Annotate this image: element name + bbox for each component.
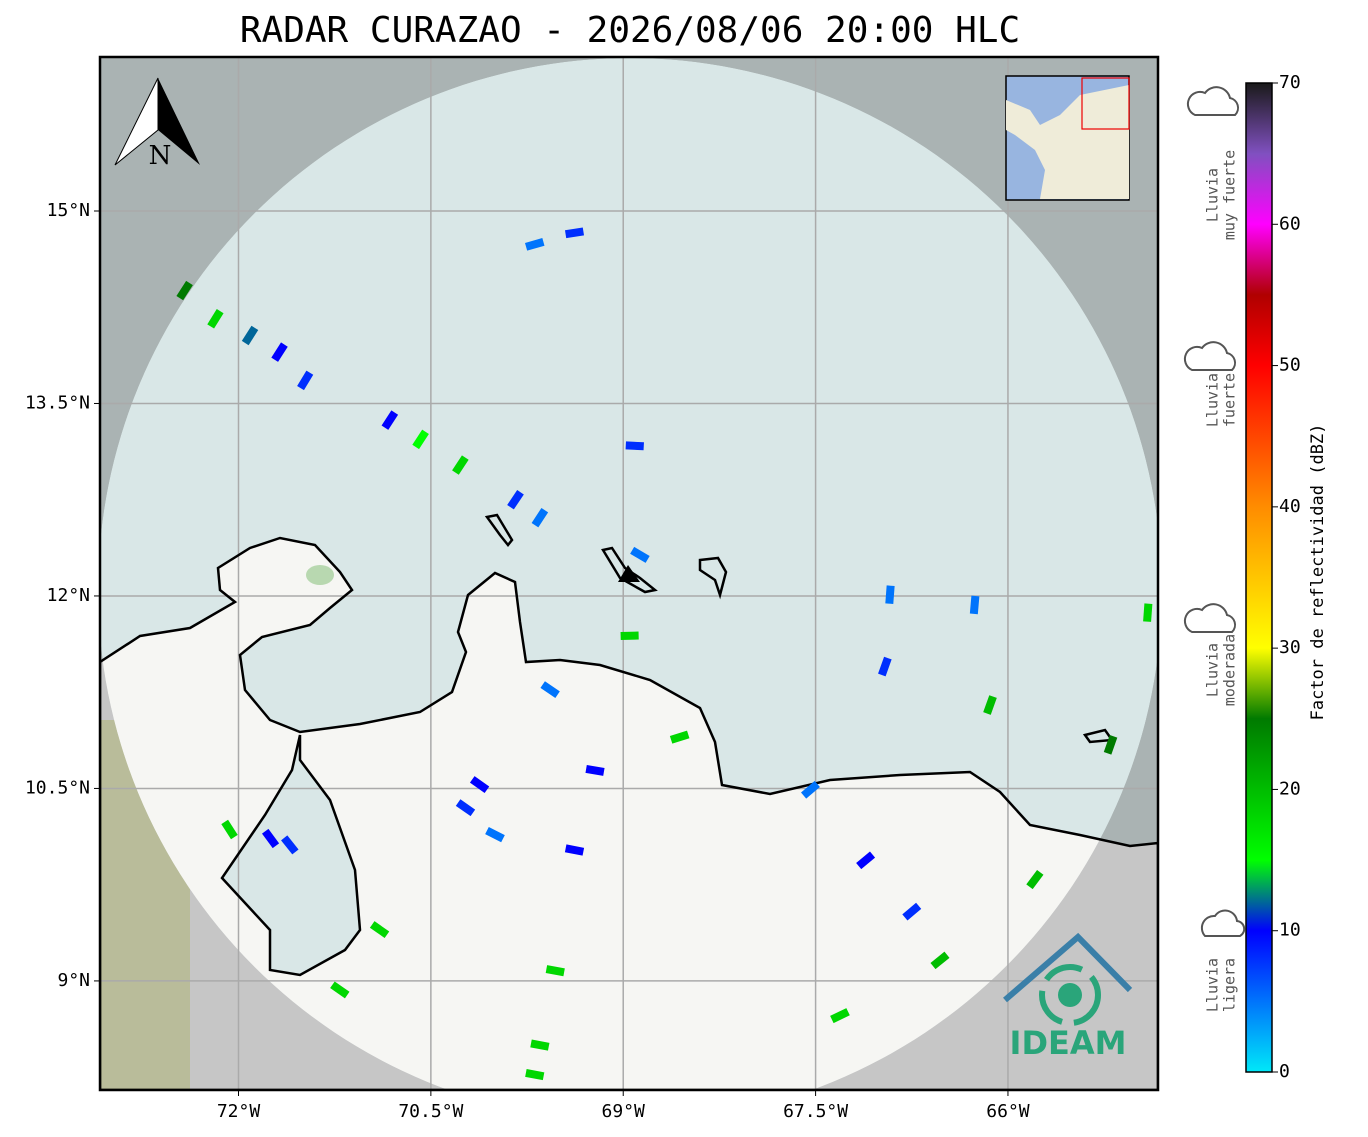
radar-echo <box>412 429 429 450</box>
bonaire <box>698 556 728 600</box>
title: RADAR CURAZAO - 2026/08/06 20:00 HLC <box>240 10 1020 51</box>
radar-echo <box>271 342 288 362</box>
radar-echo <box>221 819 238 840</box>
radar-echo <box>455 799 476 817</box>
colorbar-label: Factor de reflectividad (dBZ) <box>1308 424 1328 721</box>
radar-echo <box>281 835 299 855</box>
radar-echo <box>564 844 585 856</box>
radar-echo <box>801 780 820 799</box>
x-tick-label: 66°W <box>986 1101 1030 1122</box>
radar-echo <box>524 238 545 251</box>
radar-echo <box>830 1008 850 1024</box>
colorbar-tick-label: 10 <box>1279 920 1301 941</box>
inset-map <box>1005 75 1130 201</box>
radar-site <box>618 565 640 582</box>
radar-echo <box>525 1069 545 1081</box>
aruba <box>484 513 514 548</box>
radar-echo <box>630 546 650 563</box>
y-tick-label: 15°N <box>47 200 90 221</box>
radar-echo <box>625 441 644 451</box>
colorbar-tick-label: 60 <box>1279 213 1301 234</box>
logo-text: IDEAM <box>1010 1024 1127 1062</box>
radar-echo <box>207 309 224 329</box>
radar-echo <box>452 455 469 475</box>
radar-echo <box>585 765 605 776</box>
radar-echo <box>983 695 997 715</box>
radar-echo <box>176 280 193 301</box>
radar-echo <box>902 902 922 921</box>
north-label: N <box>149 141 172 171</box>
radar-echo <box>485 826 505 843</box>
radar-echo <box>669 730 690 744</box>
category-label: moderada <box>1221 634 1239 706</box>
radar-echo <box>540 681 560 698</box>
radar-echo <box>1103 734 1118 755</box>
colorbar-tick-label: 0 <box>1279 1061 1290 1082</box>
colorbar-tick-label: 20 <box>1279 778 1301 799</box>
colorbar-tick-label: 70 <box>1279 72 1301 93</box>
map-frame <box>98 55 1160 1092</box>
radar-echo <box>297 370 314 391</box>
logo: IDEAM <box>1003 932 1133 1062</box>
radar-echo <box>1143 603 1153 622</box>
radar-echo <box>969 595 980 615</box>
radar-echo <box>530 1039 550 1051</box>
radar-echo <box>381 410 399 430</box>
map: N IDEAM <box>100 57 1158 1090</box>
y-tick-label: 9°N <box>57 970 90 991</box>
radar-echo <box>469 776 490 794</box>
x-tick-label: 67.5°W <box>783 1101 848 1122</box>
radar-echo <box>545 965 565 977</box>
x-tick-label: 69°W <box>602 1101 646 1122</box>
y-tick-label: 12°N <box>47 585 90 606</box>
radar-echo <box>330 981 350 999</box>
category-label: muy fuerte <box>1221 150 1239 240</box>
colorbar <box>1245 82 1273 1073</box>
radar-echo <box>878 656 892 677</box>
radar-echo <box>507 490 524 510</box>
radar-echo <box>930 951 950 970</box>
colorbar-tick-label: 50 <box>1279 355 1301 376</box>
category-label: Lluvia <box>1204 958 1222 1012</box>
category-label: Lluvia <box>1204 643 1222 697</box>
radar-echo <box>620 631 639 640</box>
radar-echo <box>262 828 280 849</box>
colorbar-tick-label: 30 <box>1279 637 1301 658</box>
north-arrow <box>158 78 200 165</box>
radar-echo <box>531 507 549 528</box>
category-label: Lluvia <box>1204 373 1222 427</box>
radar-echo <box>369 921 390 939</box>
x-tick-label: 70.5°W <box>398 1101 463 1122</box>
weather-icons <box>1183 86 1246 937</box>
x-tick-label: 72°W <box>217 1101 261 1122</box>
radar-echo <box>241 325 259 346</box>
category-label: ligera <box>1221 958 1239 1012</box>
y-tick-label: 10.5°N <box>25 777 90 798</box>
radar-echo <box>1026 869 1044 890</box>
radar-echo <box>856 851 876 870</box>
y-tick-label: 13.5°N <box>25 392 90 413</box>
category-label: Lluvia <box>1204 168 1222 222</box>
category-label: fuerte <box>1221 373 1239 427</box>
colorbar-tick-label: 40 <box>1279 496 1301 517</box>
radar-echo <box>564 227 585 239</box>
radar-echo <box>885 585 895 604</box>
